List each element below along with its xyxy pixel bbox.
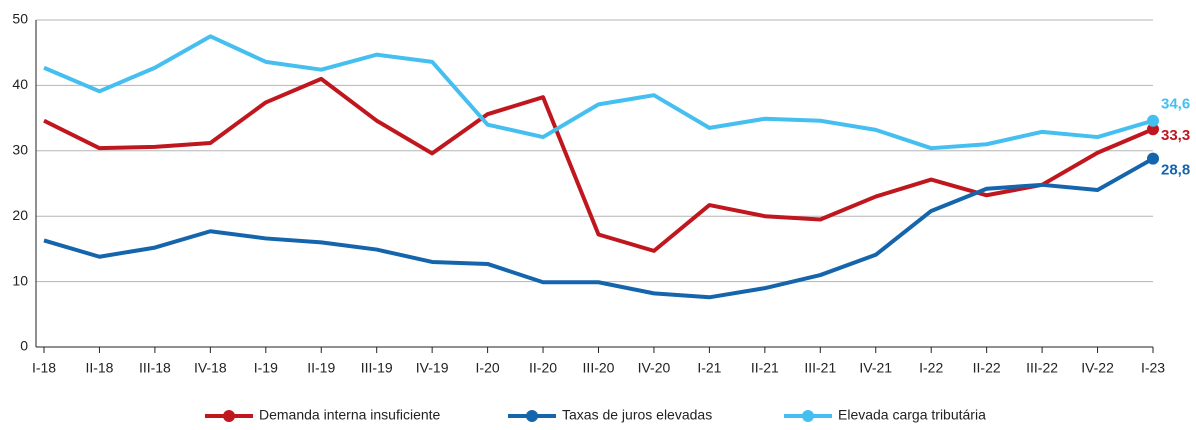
- legend-marker: [223, 410, 235, 422]
- x-tick-label: I-21: [697, 360, 721, 376]
- end-point: [1147, 123, 1159, 136]
- x-tick-label: I-22: [919, 360, 943, 376]
- x-tick-label: III-22: [1026, 360, 1058, 376]
- end-point: [1147, 152, 1159, 165]
- legend-marker: [802, 410, 814, 422]
- x-tick-label: I-20: [476, 360, 500, 376]
- x-tick-label: IV-22: [1081, 360, 1114, 376]
- end-label: 28,8: [1161, 162, 1190, 179]
- x-tick-label: IV-19: [416, 360, 449, 376]
- x-tick-label: III-18: [139, 360, 171, 376]
- end-label: 34,6: [1161, 96, 1190, 113]
- end-point: [1147, 114, 1159, 127]
- legend-marker: [526, 410, 538, 422]
- x-tick-label: II-20: [529, 360, 557, 376]
- x-tick-label: II-18: [85, 360, 113, 376]
- y-tick-label: 10: [12, 272, 28, 288]
- legend-label: Taxas de juros elevadas: [562, 407, 712, 423]
- x-tick-label: II-19: [307, 360, 335, 376]
- x-tick-label: II-21: [751, 360, 779, 376]
- x-tick-label: IV-20: [638, 360, 671, 376]
- y-tick-label: 20: [12, 207, 28, 223]
- x-tick-label: I-18: [32, 360, 56, 376]
- series-line: [43, 76, 1154, 253]
- y-tick-label: 50: [12, 11, 28, 27]
- x-tick-label: IV-18: [194, 360, 227, 376]
- x-tick-label: I-23: [1141, 360, 1165, 376]
- legend-label: Elevada carga tributária: [838, 407, 986, 423]
- y-tick-label: 30: [12, 142, 28, 158]
- legend-label: Demanda interna insuficiente: [259, 407, 441, 423]
- y-tick-label: 0: [20, 338, 28, 354]
- x-tick-label: III-21: [804, 360, 836, 376]
- x-tick-label: III-20: [583, 360, 615, 376]
- x-tick-label: III-19: [361, 360, 393, 376]
- end-label: 33,3: [1161, 127, 1190, 144]
- y-tick-label: 40: [12, 76, 28, 92]
- x-tick-label: II-22: [973, 360, 1001, 376]
- series-line: [43, 34, 1154, 151]
- x-tick-label: IV-21: [859, 360, 892, 376]
- series-line: [43, 156, 1154, 300]
- x-tick-label: I-19: [254, 360, 278, 376]
